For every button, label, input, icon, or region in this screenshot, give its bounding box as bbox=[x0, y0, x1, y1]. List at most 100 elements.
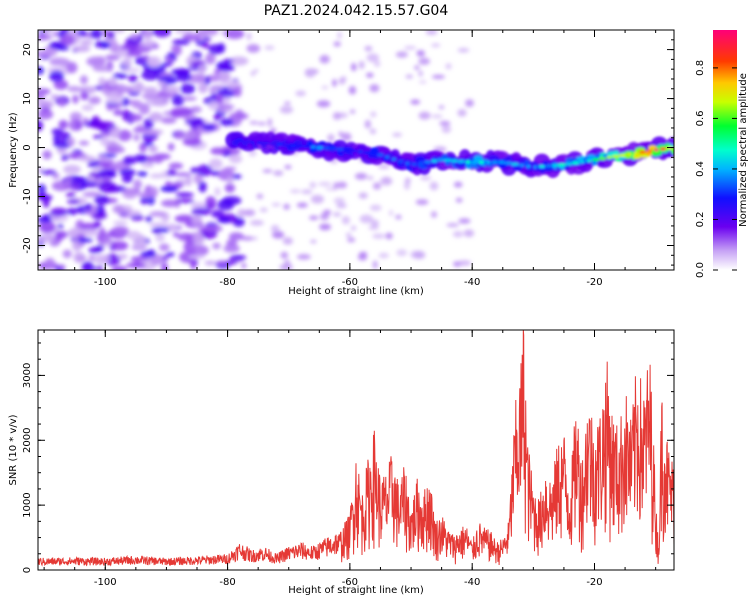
spectrogram-cell bbox=[256, 193, 264, 200]
spectrogram-cell bbox=[526, 164, 531, 168]
spectrogram-cell bbox=[363, 151, 371, 155]
spectrogram-cell bbox=[418, 70, 423, 77]
spectrogram-cell bbox=[96, 55, 106, 68]
spectrogram-cell bbox=[571, 161, 580, 165]
spectrogram-cell bbox=[606, 155, 612, 160]
spectrogram-cell bbox=[336, 181, 348, 189]
spectrogram-cell bbox=[358, 60, 365, 70]
spectrogram-cell bbox=[171, 94, 185, 106]
spectrogram-cell bbox=[470, 160, 479, 164]
spectrogram-cell bbox=[372, 182, 382, 190]
spectrogram-cell bbox=[102, 237, 112, 244]
spectrogram-cell bbox=[76, 30, 88, 36]
spectrogram-cell bbox=[117, 253, 128, 260]
spectrogram-cell bbox=[126, 262, 146, 269]
spectrogram-cell bbox=[430, 211, 438, 218]
spectrogram-cell bbox=[124, 205, 132, 211]
spectrogram-x-label: Height of straight line (km) bbox=[288, 286, 424, 297]
spectrogram-cell bbox=[246, 32, 252, 41]
spectrogram-cell bbox=[53, 134, 61, 143]
spectrogram-cell bbox=[659, 147, 667, 151]
spectrogram-cell bbox=[319, 223, 332, 231]
spectrogram-cell bbox=[565, 162, 573, 166]
spectrogram-cell bbox=[373, 60, 381, 68]
spectrogram-cell bbox=[172, 46, 182, 56]
spectrogram-cell bbox=[336, 203, 347, 209]
chart-title: PAZ1.2024.042.15.57.G04 bbox=[264, 3, 449, 19]
spectrogram-cell bbox=[65, 192, 76, 198]
spectrogram-cell bbox=[80, 39, 93, 47]
spectrogram-cell bbox=[100, 162, 112, 169]
spectrogram-cell bbox=[296, 254, 311, 260]
spectrogram-cell bbox=[60, 34, 75, 46]
spectrogram-cell bbox=[377, 163, 390, 170]
spectrogram-cell bbox=[271, 203, 281, 207]
spectrogram-cell bbox=[82, 117, 89, 124]
spectrogram-cell bbox=[333, 197, 345, 204]
spectrogram-cell bbox=[133, 154, 148, 163]
spectrogram-cell bbox=[157, 80, 167, 87]
spectrogram-cell bbox=[190, 106, 202, 113]
snr-axes: -100 -80 -60 -40 -20 0 1000 2000 3000 bbox=[22, 330, 674, 588]
spectrogram-cell bbox=[366, 53, 380, 63]
spectrogram-cell bbox=[217, 42, 226, 54]
spectrogram-cell bbox=[338, 77, 346, 85]
spectrogram-cell bbox=[268, 142, 277, 146]
spectrogram-cell bbox=[233, 87, 242, 97]
snr-panel: -100 -80 -60 -40 -20 0 1000 2000 3000 Height of … bbox=[8, 329, 675, 596]
spectrogram-x-tick-label: -80 bbox=[219, 277, 235, 288]
spectrogram-cell bbox=[155, 233, 165, 242]
spectrogram-cell bbox=[120, 44, 139, 51]
noise-blobs bbox=[38, 30, 475, 270]
spectrogram-cell bbox=[465, 160, 471, 164]
spectrogram-cell bbox=[439, 121, 451, 126]
snr-x-tick-label: -20 bbox=[586, 577, 602, 588]
spectrogram-cell bbox=[204, 260, 217, 266]
spectrogram-cell bbox=[208, 100, 220, 111]
spectrogram-cell bbox=[67, 137, 76, 147]
spectrogram-cell bbox=[128, 74, 138, 83]
spectrogram-cell bbox=[284, 165, 292, 170]
spectrogram-cell bbox=[55, 46, 70, 51]
spectrogram-cell bbox=[81, 261, 94, 270]
spectrogram-cell bbox=[457, 260, 472, 266]
spectrogram-cell bbox=[646, 149, 653, 153]
spectrogram-cell bbox=[376, 153, 385, 157]
spectrogram-cell bbox=[98, 76, 106, 88]
spectrogram-cell bbox=[131, 99, 143, 109]
spectrogram-cell bbox=[81, 104, 94, 111]
spectrogram-cell bbox=[174, 130, 184, 140]
spectrogram-cell bbox=[289, 143, 297, 148]
spectrogram-cell bbox=[478, 160, 485, 164]
spectrogram-cell bbox=[38, 34, 53, 41]
spectrogram-cell bbox=[108, 77, 117, 87]
spectrogram-cell bbox=[372, 233, 386, 239]
spectrogram-cell bbox=[153, 229, 161, 235]
spectrogram-cell bbox=[250, 70, 256, 77]
spectrogram-cell bbox=[618, 153, 627, 157]
spectrogram-cell bbox=[223, 244, 240, 253]
spectrogram-cell bbox=[369, 84, 380, 93]
spectrogram-cell bbox=[130, 214, 144, 221]
spectrogram-cell bbox=[112, 220, 128, 225]
spectrogram-cell bbox=[88, 96, 101, 105]
spectrogram-cell bbox=[210, 84, 224, 90]
spectrogram-cell bbox=[259, 207, 268, 213]
spectrogram-cell bbox=[214, 187, 221, 196]
spectrogram-cell bbox=[633, 153, 642, 160]
spectrogram-cell bbox=[148, 222, 169, 228]
spectrogram-cell bbox=[78, 140, 90, 146]
spectrogram-cell bbox=[168, 162, 184, 170]
spectrogram-cell bbox=[301, 189, 313, 195]
spectrogram-cell bbox=[202, 42, 210, 49]
spectrogram-cell bbox=[193, 173, 203, 185]
spectrogram-cell bbox=[131, 83, 145, 91]
spectrogram-cell bbox=[309, 147, 318, 154]
spectrogram-cell bbox=[148, 145, 158, 153]
spectrogram-cell bbox=[77, 237, 94, 243]
spectrogram-cell bbox=[94, 195, 110, 205]
spectrogram-cell bbox=[105, 98, 125, 105]
spectrogram-cell bbox=[289, 189, 301, 194]
spectrogram-cell bbox=[429, 181, 439, 191]
spectrogram-cell bbox=[358, 192, 368, 199]
